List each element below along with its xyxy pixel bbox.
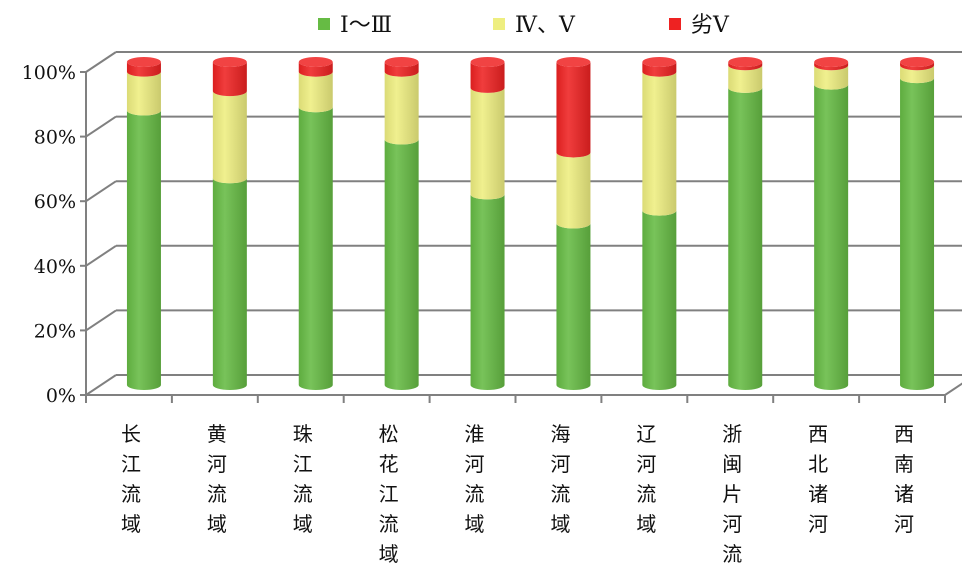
bar-segment	[814, 62, 849, 71]
gridline-depth	[85, 51, 117, 73]
bar-segment	[298, 107, 333, 390]
bar-top-cap	[126, 57, 161, 67]
bar-segment	[556, 152, 591, 229]
x-tick-label: 西北诸河	[808, 422, 828, 536]
bar-segment	[212, 62, 247, 97]
y-tick-label: 100%	[22, 62, 76, 84]
floor-right-edge	[944, 382, 962, 396]
bar-segment	[126, 110, 161, 390]
bar-stack	[212, 57, 247, 390]
gridline-depth	[85, 180, 117, 203]
bar-segment	[642, 71, 677, 216]
x-tick-label: 海河流域	[550, 422, 570, 536]
bar-segment	[298, 71, 333, 113]
y-tick-label: 0%	[46, 385, 76, 407]
bar-top-cap	[814, 57, 849, 67]
x-tick-label: 浙闽片河流	[722, 422, 742, 566]
x-tick-label: 珠江流域	[293, 422, 313, 536]
bar-segment	[470, 194, 505, 390]
bar-top-cap	[212, 57, 247, 67]
legend-label: Ⅳ、Ⅴ	[515, 13, 576, 38]
bar-stack	[384, 57, 419, 390]
x-tick-label: 淮河流域	[465, 422, 485, 536]
bar-top-cap	[728, 57, 763, 67]
x-tick-label: 长江流域	[121, 422, 141, 536]
gridline-depth	[85, 374, 117, 396]
bar-top-cap	[900, 57, 935, 67]
gridline-depth	[85, 309, 117, 332]
bar-top-cap	[298, 57, 333, 67]
bar-stack	[642, 57, 677, 390]
chart-axes: 0% 20% 40% 60% 80% 100% 长江流域 黄河流域 珠江流域 松花江流域 淮河流域 海…	[22, 62, 946, 566]
gridline-depth	[85, 115, 117, 138]
bar-segment	[900, 65, 935, 84]
bar-stack	[900, 57, 935, 391]
bar-segment	[298, 62, 333, 77]
bar-segment	[212, 178, 247, 390]
bar-segment	[470, 87, 505, 200]
bar-segment	[900, 62, 935, 71]
x-tick-label: 辽河流域	[636, 422, 656, 536]
bar-stack	[470, 57, 505, 390]
bar-segment	[642, 210, 677, 390]
bar-segment	[384, 71, 419, 145]
legend-entry: 劣Ⅴ	[669, 13, 730, 38]
bar-top-cap	[642, 57, 677, 67]
y-tick-label: 20%	[34, 320, 76, 342]
bar-segment	[470, 62, 505, 93]
legend-label: Ⅰ～Ⅲ	[340, 13, 392, 38]
bar-top-cap	[384, 57, 419, 67]
bar-segment	[384, 139, 419, 390]
x-tick-label: 西南诸河	[894, 422, 914, 536]
legend-swatch	[318, 18, 330, 30]
chart-legend: Ⅰ～Ⅲ Ⅳ、Ⅴ 劣Ⅴ	[318, 13, 730, 38]
bar-stack	[814, 57, 849, 391]
legend-swatch	[669, 18, 681, 30]
bar-segment	[728, 62, 763, 71]
bar-segment	[212, 91, 247, 184]
bar-segment	[556, 62, 591, 158]
bar-segment	[728, 87, 763, 390]
legend-entry: Ⅰ～Ⅲ	[318, 13, 392, 38]
y-tick-label: 60%	[34, 191, 76, 213]
bar-top-cap	[556, 57, 591, 67]
bar-stack	[728, 57, 763, 390]
x-tick-label: 黄河流域	[207, 422, 227, 536]
bar-segment	[384, 62, 419, 77]
bar-segment	[814, 84, 849, 391]
bar-stack	[298, 57, 333, 390]
legend-entry: Ⅳ、Ⅴ	[493, 13, 576, 38]
bar-top-cap	[470, 57, 505, 67]
legend-label: 劣Ⅴ	[691, 13, 730, 38]
bar-stack	[126, 57, 161, 390]
bar-stack	[556, 57, 591, 390]
bar-segment	[814, 65, 849, 90]
bar-segment	[126, 71, 161, 116]
bar-segment	[126, 62, 161, 77]
y-tick-label: 40%	[34, 256, 76, 278]
y-tick-label: 80%	[34, 127, 76, 149]
bar-segment	[556, 223, 591, 390]
gridline-depth	[85, 244, 117, 267]
bar-segment	[900, 78, 935, 391]
legend-swatch	[493, 18, 505, 30]
x-tick-label: 松花江流域	[379, 422, 399, 566]
bar-segment	[642, 62, 677, 77]
bar-segment	[728, 65, 763, 93]
chart-bars	[126, 57, 935, 391]
